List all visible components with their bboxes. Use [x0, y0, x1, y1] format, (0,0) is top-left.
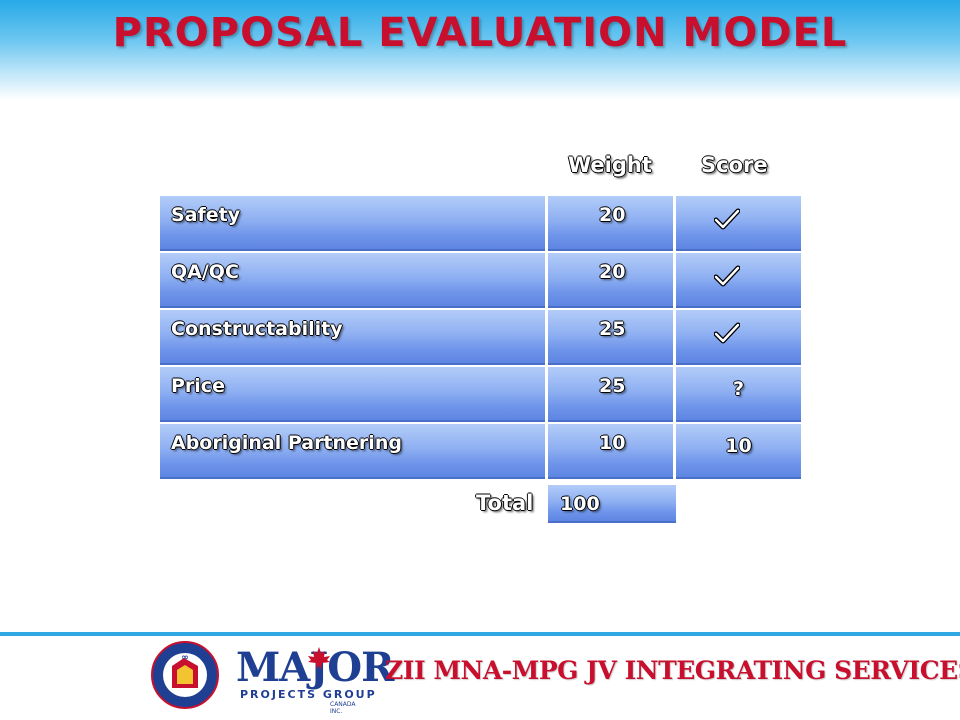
weight-value: 10	[599, 432, 626, 454]
criteria-row-constructability: Constructability	[160, 310, 545, 365]
checkmark-icon	[714, 265, 740, 287]
criteria-label: Price	[171, 375, 225, 397]
weight-value: 25	[599, 318, 626, 340]
criteria-label: QA/QC	[171, 261, 239, 283]
major-logo-subtitle: PROJECTS GROUP	[240, 688, 377, 701]
weight-cell: 20	[548, 196, 673, 251]
criteria-label: Safety	[171, 204, 241, 226]
weight-value: 25	[599, 375, 626, 397]
criteria-row-price: Price	[160, 367, 545, 422]
score-cell	[676, 310, 801, 365]
header-band	[0, 0, 960, 100]
checkmark-icon	[714, 208, 740, 230]
weight-cell: 25	[548, 367, 673, 422]
criteria-row-qaqc: QA/QC	[160, 253, 545, 308]
major-projects-group-logo: MAJOR PROJECTS GROUP CANADA INC.	[236, 644, 394, 715]
major-logo-wordmark: MAJOR	[236, 644, 394, 691]
total-value: 100	[560, 493, 600, 515]
major-logo-tagline: CANADA INC.	[330, 701, 356, 715]
svg-text:∞: ∞	[181, 653, 189, 663]
criteria-label: Constructability	[171, 318, 343, 340]
weight-column-header: Weight	[568, 153, 652, 177]
score-cell	[676, 253, 801, 308]
weight-cell: 25	[548, 310, 673, 365]
score-cell: ?	[676, 367, 801, 422]
weight-cell: 10	[548, 424, 673, 479]
weight-cell: 20	[548, 253, 673, 308]
footer-brand-text: ZII MNA-MPG JV INTEGRATING SERVICES	[385, 656, 960, 685]
checkmark-icon	[714, 322, 740, 344]
maple-leaf-icon	[308, 647, 330, 669]
criteria-row-safety: Safety	[160, 196, 545, 251]
score-cell	[676, 196, 801, 251]
weight-value: 20	[599, 204, 626, 226]
score-cell: 10	[676, 424, 801, 479]
metis-nation-seal-logo: ∞	[151, 641, 219, 709]
criteria-label: Aboriginal Partnering	[171, 432, 402, 454]
score-value: 10	[725, 435, 752, 457]
total-label: Total	[476, 491, 534, 515]
page-title: PROPOSAL EVALUATION MODEL	[112, 10, 848, 56]
weight-value: 20	[599, 261, 626, 283]
score-column-header: Score	[701, 153, 768, 177]
criteria-row-aboriginal-partnering: Aboriginal Partnering	[160, 424, 545, 479]
footer-divider	[0, 632, 960, 636]
score-value: ?	[732, 378, 745, 400]
total-cell: 100	[548, 485, 676, 523]
